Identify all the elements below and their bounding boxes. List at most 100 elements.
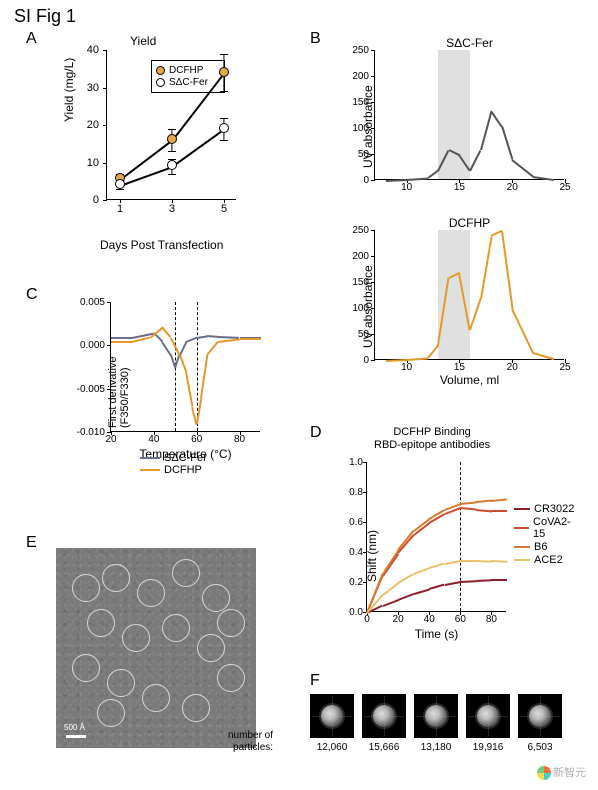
particle-icon — [477, 705, 499, 727]
panel-d-title: DCFHP Binding RBD-epitope antibodies — [374, 426, 490, 452]
tick-mark — [491, 611, 492, 615]
xtick: 0 — [364, 614, 370, 625]
panel-c-ylabel: First derivative (F350/F330) — [107, 356, 131, 428]
particle-circle — [217, 609, 245, 637]
tick-mark — [371, 282, 375, 283]
xtick: 20 — [393, 614, 404, 625]
legend-label: CoVA2-15 — [533, 516, 580, 540]
particle-count: 19,916 — [473, 742, 504, 753]
data-point — [219, 123, 229, 133]
line-segment — [460, 507, 476, 510]
particle-circle — [197, 634, 225, 662]
particle-icon — [321, 705, 343, 727]
tick-mark — [459, 179, 460, 183]
panel-d-binding-plot: DCFHP Binding RBD-epitope antibodies Shi… — [330, 444, 580, 654]
tick-mark — [111, 431, 112, 435]
line-segment — [185, 372, 193, 407]
tick-mark — [224, 199, 225, 203]
ytick: 0.4 — [341, 547, 363, 558]
tick-mark — [363, 582, 367, 583]
tick-mark — [103, 200, 107, 201]
panel-d-axes: Shift (nm) Time (s) 0.00.20.40.60.81.002… — [366, 462, 506, 612]
line-segment — [445, 560, 461, 565]
tick-mark — [240, 431, 241, 435]
line-segment — [511, 309, 534, 354]
ytick: 0.0 — [341, 607, 363, 618]
legend-marker-open-icon — [156, 78, 165, 87]
tick-mark — [103, 88, 107, 89]
line-segment — [200, 355, 208, 399]
tick-mark — [172, 199, 173, 203]
legend-label: B6 — [534, 541, 547, 553]
errorbar-cap — [220, 54, 228, 55]
ytick: 50 — [347, 149, 369, 160]
line-segment — [162, 327, 172, 339]
xtick: 60 — [191, 434, 202, 445]
panel-a-ylabel: Yield (mg/L) — [62, 58, 76, 122]
panel-b-top-plot: SΔC-Fer UV absorbance 050100150200250101… — [374, 50, 564, 180]
xtick: 15 — [454, 362, 465, 373]
legend-row: SΔC-Fer — [140, 452, 207, 464]
legend-line-icon — [514, 546, 530, 548]
line-segment — [491, 510, 507, 512]
tick-mark — [565, 359, 566, 363]
panel-f-particle-label: number of particles: — [228, 730, 273, 754]
line-segment — [413, 567, 429, 575]
panel-d-ylabel: Shift (nm) — [365, 530, 379, 582]
panel-a-axes: DCFHP SΔC-Fer 010203040135 — [106, 50, 236, 200]
line-segment — [427, 345, 439, 359]
line-segment — [240, 338, 261, 340]
tick-mark — [371, 180, 375, 181]
tick-mark — [107, 345, 111, 346]
ytick: 150 — [347, 97, 369, 108]
line-segment — [429, 563, 445, 569]
particle-count: 12,060 — [317, 742, 348, 753]
data-point — [115, 179, 125, 189]
tick-mark — [460, 611, 461, 615]
tick-mark — [363, 522, 367, 523]
tick-mark — [363, 462, 367, 463]
particle-count: 6,503 — [527, 742, 552, 753]
line-segment — [397, 530, 414, 551]
ytick: 100 — [347, 123, 369, 134]
line-segment — [207, 335, 218, 338]
tick-mark — [371, 154, 375, 155]
panel-b-chromatograms: SΔC-Fer UV absorbance 050100150200250101… — [338, 44, 568, 394]
legend-line-icon — [514, 559, 530, 561]
watermark-text: 新智元 — [553, 767, 586, 779]
particle-circle — [102, 564, 130, 592]
panel-f-class-averages: 12,06015,66613,18019,9166,503 — [310, 694, 590, 774]
panel-d-legend: CR3022CoVA2-15B6ACE2 — [514, 502, 580, 567]
particle-icon — [373, 705, 395, 727]
legend-label: ACE2 — [534, 554, 563, 566]
line-segment — [476, 509, 492, 512]
line-segment — [491, 579, 507, 581]
panel-b-bot-title: DCFHP — [449, 216, 490, 230]
watermark-logo-icon — [537, 766, 551, 780]
class-average-thumb — [362, 694, 406, 738]
figure-title: SI Fig 1 — [14, 6, 76, 27]
panel-c-ylabel-line2: (F350/F330) — [119, 367, 131, 428]
panel-b-xlabel: Volume, ml — [440, 373, 499, 387]
xtick: 25 — [559, 182, 570, 193]
class-average-thumb — [414, 694, 458, 738]
panel-label-a: A — [26, 30, 37, 48]
line-segment — [382, 582, 399, 596]
line-segment — [491, 560, 507, 563]
data-point — [167, 160, 177, 170]
tick-mark — [103, 163, 107, 164]
ytick: 0 — [347, 175, 369, 186]
xtick: 10 — [401, 182, 412, 193]
ytick: 0.8 — [341, 487, 363, 498]
line-segment — [501, 231, 514, 309]
legend-row: DCFHP — [140, 464, 207, 476]
panel-label-f: F — [310, 672, 320, 690]
errorbar-cap — [168, 151, 176, 152]
scale-bar-icon — [66, 735, 86, 738]
xtick: 60 — [455, 614, 466, 625]
particle-icon — [529, 705, 551, 727]
line-segment — [490, 110, 502, 127]
panel-d-title-line1: DCFHP Binding — [393, 426, 470, 438]
errorbar-cap — [220, 140, 228, 141]
class-average-thumb — [466, 694, 510, 738]
